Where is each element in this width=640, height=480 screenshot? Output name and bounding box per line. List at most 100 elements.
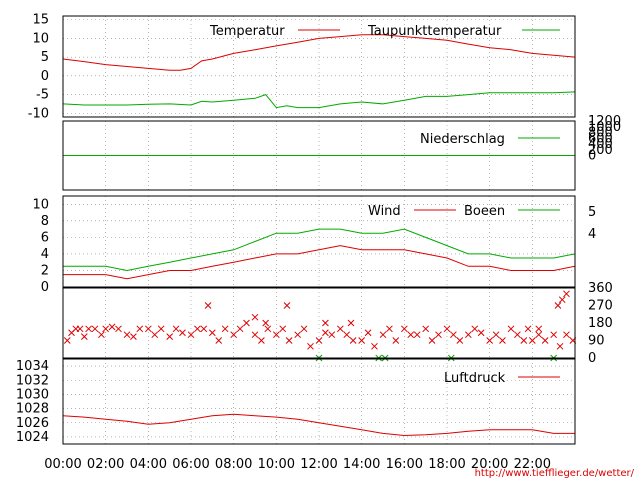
y-tick-label-right-rain: 0 (588, 149, 596, 164)
direction-point (264, 325, 272, 333)
direction-point (471, 325, 479, 333)
x-tick-label: 06:00 (172, 457, 209, 472)
direction-point (343, 331, 351, 339)
y-tick-label-right-rain: 400 (588, 137, 613, 152)
direction-point (558, 296, 566, 304)
data-marks (62, 34, 577, 437)
y-tick-label-right-wind: 4 (588, 227, 596, 242)
panel-frame-wind (62, 195, 576, 288)
direction-point (230, 331, 238, 339)
direction-point (322, 329, 329, 337)
legend-label-taupunkttemperatur: Taupunkttemperatur (367, 24, 502, 39)
direction-point (456, 337, 464, 344)
legend-label-temperatur: Temperatur (209, 24, 285, 39)
direction-point (492, 331, 500, 339)
direction-point (435, 331, 442, 339)
x-tick-label: 00:00 (44, 457, 81, 472)
direction-point (91, 325, 99, 333)
direction-point (172, 325, 180, 333)
panel-frame-temp (62, 15, 576, 118)
y-tick-label-wind: 10 (32, 197, 49, 212)
y-tick-label-wind: 2 (41, 263, 49, 278)
direction-point (215, 337, 223, 344)
y-tick-label-temp: 10 (32, 31, 49, 46)
direction-point (428, 337, 436, 344)
direction-point (204, 302, 212, 309)
direction-point (336, 325, 344, 333)
direction-point (166, 333, 174, 340)
legend-label-luftdruck: Luftdruck (444, 371, 506, 386)
direction-point (200, 325, 208, 333)
direction-point (535, 325, 543, 333)
y-tick-label-right-direction: 360 (588, 281, 613, 296)
direction-point (450, 331, 457, 339)
y-tick-label-temp: -10 (28, 106, 49, 121)
direction-point (524, 325, 532, 333)
direction-point (407, 331, 415, 339)
direction-point (258, 337, 265, 344)
direction-point (499, 337, 506, 344)
direction-point (347, 319, 355, 327)
text-labels: 15 10 5 0 -5 -10 Temperatur Taupunkttemperatur 1… (16, 13, 621, 472)
direction-point (315, 337, 323, 344)
footer-url[interactable]: http://www.tiefflieger.de/wetter/ (475, 468, 635, 479)
direction-point (477, 329, 485, 337)
y-tick-label-temp: 5 (41, 50, 49, 65)
y-tick-label-right-direction: 180 (588, 316, 613, 331)
y-tick-label-right-rain: 800 (588, 126, 613, 141)
direction-point (221, 325, 229, 333)
y-tick-label-right-rain: 1000 (588, 120, 621, 135)
direction-point (272, 331, 280, 339)
y-tick-label-wind: 0 (41, 280, 49, 295)
direction-point (102, 325, 110, 333)
direction-point (262, 319, 270, 327)
direction-point (514, 331, 521, 339)
y-tick-label-pressure: 1032 (16, 373, 49, 388)
direction-point (294, 331, 302, 339)
x-tick-label: 14:00 (343, 457, 380, 472)
x-tick-label: 02:00 (87, 457, 124, 472)
y-tick-label-right-direction: 270 (588, 299, 613, 314)
direction-point (541, 337, 549, 344)
direction-point (556, 342, 564, 350)
x-tick-label: 18:00 (428, 457, 465, 472)
direction-point (136, 325, 144, 333)
direction-point (130, 333, 137, 340)
direction-point (520, 337, 528, 344)
y-tick-label-wind: 4 (41, 247, 49, 262)
y-tick-label-right-rain: 1200 (588, 114, 621, 129)
series-line-taupunkttemperatur (62, 91, 576, 109)
direction-point (307, 342, 314, 350)
x-tick-label: 16:00 (386, 457, 423, 472)
x-tick-label: 08:00 (215, 457, 252, 472)
x-tick-label: 04:00 (130, 457, 167, 472)
direction-point (464, 331, 472, 339)
direction-point (243, 319, 250, 327)
direction-point (208, 329, 216, 337)
direction-point (379, 331, 387, 339)
y-tick-label-wind: 6 (41, 230, 49, 245)
panel-frames (62, 15, 576, 445)
direction-point (443, 325, 451, 333)
x-tick-label: 10:00 (258, 457, 295, 472)
direction-point (535, 331, 543, 339)
direction-point (285, 337, 293, 344)
direction-point (563, 290, 570, 298)
direction-point (563, 331, 570, 339)
panel-frame-rain (62, 120, 576, 191)
y-tick-label-pressure: 1026 (16, 416, 49, 431)
direction-point (151, 331, 159, 339)
y-tick-label-pressure: 1030 (16, 387, 49, 402)
direction-point (358, 337, 366, 344)
y-tick-label-pressure: 1024 (16, 430, 49, 445)
direction-point (80, 333, 88, 340)
direction-point (486, 337, 494, 344)
direction-point (279, 325, 287, 333)
direction-point (123, 331, 131, 339)
direction-point (364, 329, 372, 337)
y-tick-label-wind: 8 (41, 214, 49, 229)
direction-point (392, 337, 400, 344)
y-tick-label-temp: 15 (32, 13, 49, 28)
direction-point (194, 325, 201, 333)
